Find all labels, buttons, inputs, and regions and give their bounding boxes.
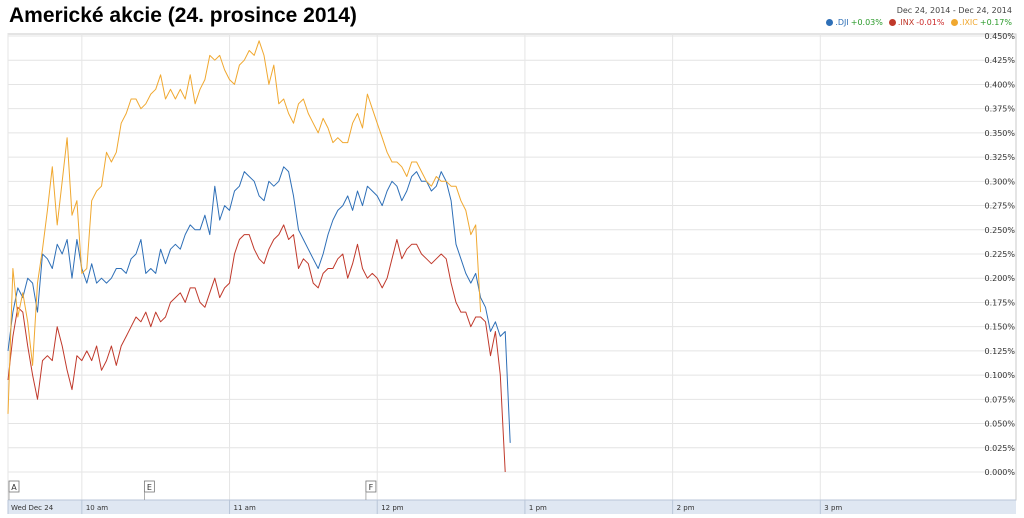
y-tick-label: 0.025% — [984, 444, 1015, 453]
x-tick-label: 1 pm — [529, 504, 547, 512]
x-tick-label: 12 pm — [381, 504, 404, 512]
x-tick-label: Wed Dec 24 — [11, 504, 54, 512]
legend-symbol-inx: .INX — [897, 18, 915, 27]
x-tick-label: 2 pm — [677, 504, 695, 512]
plot-frame — [7, 33, 1017, 501]
legend: .DJI +0.03% .INX -0.01% .IXIC +0.17% — [826, 18, 1012, 27]
marker-label: E — [147, 483, 152, 492]
marker-flag — [143, 480, 155, 493]
x-tick-label: 3 pm — [824, 504, 842, 512]
date-range: Dec 24, 2014 - Dec 24, 2014 — [896, 6, 1012, 15]
legend-symbol-dji: .DJI — [835, 18, 849, 27]
y-tick-label: 0.200% — [984, 274, 1015, 283]
y-tick-label: 0.100% — [984, 371, 1015, 380]
y-tick-label: 0.250% — [984, 226, 1015, 235]
y-tick-label: 0.400% — [984, 80, 1015, 89]
legend-change-ixic: +0.17% — [979, 18, 1012, 27]
legend-item-inx[interactable]: .INX -0.01% — [888, 18, 945, 27]
y-tick-label: 0.075% — [984, 395, 1015, 404]
y-tick-label: 0.225% — [984, 250, 1015, 259]
chart-title: Americké akcie (24. prosince 2014) — [9, 4, 357, 27]
series-line-inx — [7, 224, 506, 473]
legend-change-dji: +0.03% — [850, 18, 883, 27]
legend-dot-inx — [888, 19, 896, 26]
legend-item-dji[interactable]: .DJI +0.03% — [826, 18, 883, 27]
marker-label: F — [369, 483, 374, 492]
series-line-dji — [7, 166, 511, 443]
y-tick-label: 0.150% — [984, 323, 1015, 332]
y-tick-label: 0.275% — [984, 202, 1015, 211]
y-tick-label: 0.300% — [984, 177, 1015, 186]
y-tick-label: 0.350% — [984, 129, 1015, 138]
y-tick-label: 0.050% — [984, 420, 1015, 429]
marker-flag — [8, 480, 20, 493]
legend-change-inx: -0.01% — [916, 18, 945, 27]
x-tick-label: 11 am — [234, 504, 256, 512]
series-line-ixic — [7, 40, 482, 414]
legend-dot-dji — [826, 19, 834, 26]
legend-symbol-ixic: .IXIC — [959, 18, 978, 27]
x-axis-strip — [8, 500, 1016, 514]
y-tick-label: 0.425% — [984, 56, 1015, 65]
y-tick-label: 0.125% — [984, 347, 1015, 356]
legend-item-ixic[interactable]: .IXIC +0.17% — [950, 18, 1012, 27]
marker-label: A — [11, 483, 17, 492]
y-tick-label: 0.000% — [984, 468, 1015, 477]
y-tick-label: 0.375% — [984, 105, 1015, 114]
marker-flag — [365, 480, 377, 493]
legend-dot-ixic — [950, 19, 958, 26]
y-tick-label: 0.175% — [984, 298, 1015, 307]
y-tick-label: 0.450% — [984, 32, 1015, 41]
y-tick-label: 0.325% — [984, 153, 1015, 162]
x-tick-label: 10 am — [86, 504, 108, 512]
